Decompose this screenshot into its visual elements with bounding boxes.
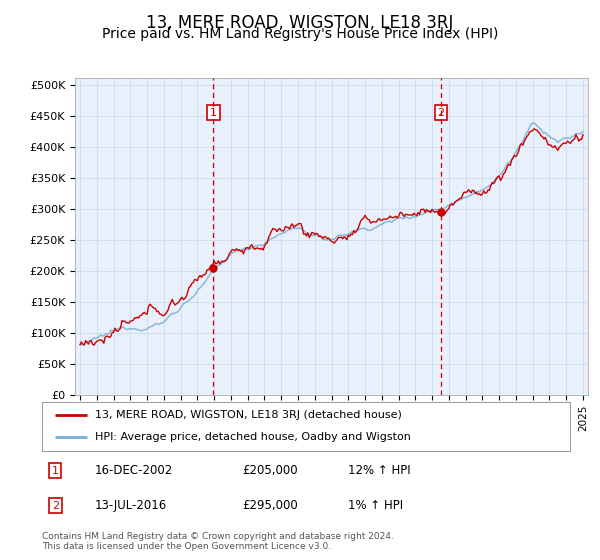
Text: 13, MERE ROAD, WIGSTON, LE18 3RJ: 13, MERE ROAD, WIGSTON, LE18 3RJ <box>146 14 454 32</box>
Text: 2: 2 <box>52 501 59 511</box>
Text: HPI: Average price, detached house, Oadby and Wigston: HPI: Average price, detached house, Oadb… <box>95 432 410 442</box>
Text: £295,000: £295,000 <box>242 499 298 512</box>
Text: 13-JUL-2016: 13-JUL-2016 <box>95 499 167 512</box>
Text: 16-DEC-2002: 16-DEC-2002 <box>95 464 173 477</box>
Text: 13, MERE ROAD, WIGSTON, LE18 3RJ (detached house): 13, MERE ROAD, WIGSTON, LE18 3RJ (detach… <box>95 410 401 420</box>
Text: 1% ↑ HPI: 1% ↑ HPI <box>348 499 403 512</box>
Text: £205,000: £205,000 <box>242 464 298 477</box>
Text: 2: 2 <box>437 108 445 118</box>
Text: 1: 1 <box>210 108 217 118</box>
Text: 12% ↑ HPI: 12% ↑ HPI <box>348 464 411 477</box>
Text: 1: 1 <box>52 466 59 475</box>
Text: This data is licensed under the Open Government Licence v3.0.: This data is licensed under the Open Gov… <box>42 542 331 550</box>
Text: Contains HM Land Registry data © Crown copyright and database right 2024.: Contains HM Land Registry data © Crown c… <box>42 532 394 541</box>
Text: Price paid vs. HM Land Registry's House Price Index (HPI): Price paid vs. HM Land Registry's House … <box>102 27 498 41</box>
